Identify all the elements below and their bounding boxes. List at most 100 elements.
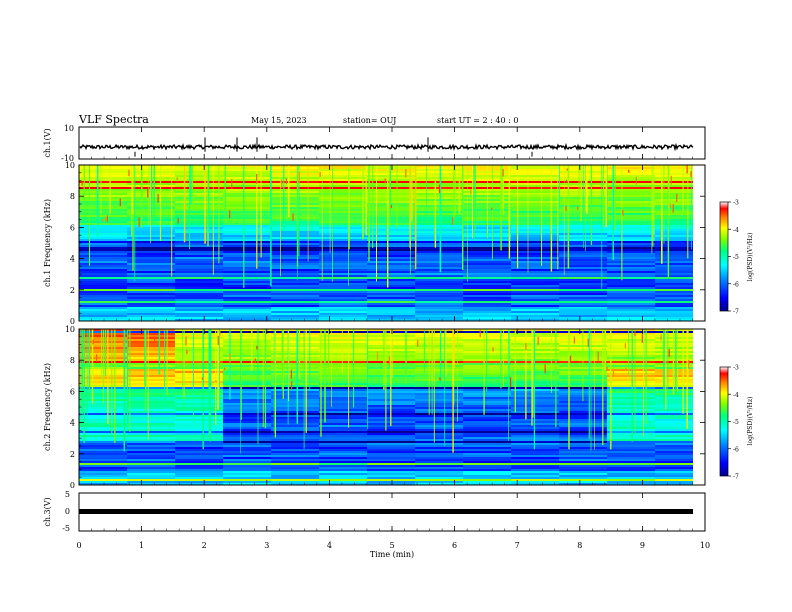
spectrogram-hotspot bbox=[128, 169, 130, 177]
spectrogram-row-segment bbox=[319, 245, 367, 247]
spectrogram-row-segment bbox=[415, 229, 463, 231]
spectrogram-row-segment bbox=[223, 233, 271, 235]
spectrogram-row-segment bbox=[607, 461, 655, 463]
spectrogram-row-segment bbox=[175, 221, 223, 223]
spectrogram-row-segment bbox=[655, 165, 693, 167]
spectrogram-row-segment bbox=[175, 351, 223, 353]
spectrogram-row-segment bbox=[271, 409, 319, 411]
spectrogram-row-segment bbox=[607, 195, 655, 197]
spectrogram-row-segment bbox=[607, 217, 655, 219]
spectrogram-row-segment bbox=[127, 471, 175, 473]
spectrogram-row-segment bbox=[127, 403, 175, 405]
spectrogram-row-segment bbox=[223, 193, 271, 195]
spectrogram-row-segment bbox=[415, 267, 463, 269]
spectrogram-row-segment bbox=[463, 171, 511, 173]
spectrogram-row-segment bbox=[559, 237, 607, 239]
spectrogram-row-segment bbox=[223, 269, 271, 271]
spectrogram-row-segment bbox=[463, 483, 511, 485]
spectrogram-row-segment bbox=[223, 429, 271, 431]
spectrogram-row-segment bbox=[367, 457, 415, 459]
spectrogram-row-segment bbox=[415, 455, 463, 457]
spectrogram-row-segment bbox=[463, 445, 511, 447]
spectrogram-row-segment bbox=[127, 429, 175, 431]
spectrogram-row-segment bbox=[559, 233, 607, 235]
spectrogram-row-segment bbox=[511, 481, 559, 483]
spectrogram-row-segment bbox=[319, 383, 367, 385]
spectrogram-row-segment bbox=[559, 293, 607, 295]
spectrogram-row-segment bbox=[463, 263, 511, 265]
spectrogram-row-segment bbox=[127, 473, 175, 475]
spectrogram-row-segment bbox=[607, 181, 655, 183]
spectrogram-hotspot bbox=[566, 168, 568, 171]
spectrogram-row-segment bbox=[319, 451, 367, 453]
ch1-colorbar-ticks: -3-4-5-6-7 bbox=[728, 200, 739, 316]
spectrogram-hotspot bbox=[292, 213, 294, 221]
spectrogram-hotspot bbox=[669, 203, 671, 209]
spectrogram-row-segment bbox=[319, 299, 367, 301]
spectrogram-row-segment bbox=[175, 345, 223, 347]
colorbar-tick-label: -6 bbox=[733, 281, 739, 288]
spectrogram-row-segment bbox=[271, 421, 319, 423]
spectrogram-row-segment bbox=[415, 205, 463, 207]
spectrogram-row-segment bbox=[367, 215, 415, 217]
spectrogram-row-segment bbox=[463, 417, 511, 419]
spectrogram-row-segment bbox=[511, 319, 559, 321]
spectrogram-row-segment bbox=[271, 315, 319, 317]
spectrogram-row-segment bbox=[127, 431, 175, 433]
spectrogram-row-segment bbox=[79, 315, 127, 317]
spectrogram-row-segment bbox=[607, 477, 655, 479]
spectrogram-row-segment bbox=[559, 315, 607, 317]
spectrogram-row-segment bbox=[559, 451, 607, 453]
spectrogram-row-segment bbox=[511, 177, 559, 179]
spectrogram-row-segment bbox=[559, 461, 607, 463]
spectrogram-row-segment bbox=[655, 197, 693, 199]
spectrogram-row-segment bbox=[415, 217, 463, 219]
spectrogram-row-segment bbox=[367, 431, 415, 433]
spectrogram-row-segment bbox=[367, 479, 415, 481]
spectrogram-row-segment bbox=[463, 229, 511, 231]
spectrogram-row-segment bbox=[127, 459, 175, 461]
spectrogram-row-segment bbox=[223, 171, 271, 173]
spectrogram-row-segment bbox=[463, 165, 511, 167]
spectrogram-row-segment bbox=[223, 423, 271, 425]
spectrogram-row-segment bbox=[127, 419, 175, 421]
spectrogram-row-segment bbox=[175, 393, 223, 395]
spectrogram-row-segment bbox=[559, 409, 607, 411]
spectrogram-row-segment bbox=[223, 179, 271, 181]
spectrogram-row-segment bbox=[271, 267, 319, 269]
spectrogram-row-segment bbox=[607, 445, 655, 447]
spectrogram-row-segment bbox=[415, 349, 463, 351]
spectrogram-row-segment bbox=[175, 401, 223, 403]
spectrogram-row-segment bbox=[319, 433, 367, 435]
spectrogram-row-segment bbox=[223, 299, 271, 301]
ch3-ytick-top: 5 bbox=[65, 490, 70, 499]
spectrogram-row-segment bbox=[511, 249, 559, 251]
spectrogram-row-segment bbox=[415, 443, 463, 445]
spectrogram-row-segment bbox=[223, 363, 271, 365]
spectrogram-row-segment bbox=[415, 419, 463, 421]
spectrogram-hotspot bbox=[544, 364, 546, 374]
spectrogram-row-segment bbox=[319, 267, 367, 269]
spectrogram-row-segment bbox=[415, 461, 463, 463]
spectrogram-row-segment bbox=[79, 267, 127, 269]
spectrogram-hotspot bbox=[660, 334, 662, 341]
spectrogram-row-segment bbox=[319, 443, 367, 445]
spectrogram-row-segment bbox=[559, 437, 607, 439]
spectrogram-row-segment bbox=[655, 251, 693, 253]
spectrogram-row-segment bbox=[319, 333, 367, 335]
spectrogram-row-segment bbox=[223, 457, 271, 459]
spectrogram-row-segment bbox=[127, 317, 175, 319]
spectrogram-row-segment bbox=[655, 169, 693, 171]
spectrogram-row-segment bbox=[319, 307, 367, 309]
spectrogram-row-segment bbox=[607, 413, 655, 415]
spectrogram-row-segment bbox=[127, 347, 175, 349]
spectrogram-row-segment bbox=[607, 271, 655, 273]
spectrogram-row-segment bbox=[175, 207, 223, 209]
spectrogram-row-segment bbox=[559, 239, 607, 241]
spectrogram-row-segment bbox=[79, 257, 127, 259]
spectrogram-row-segment bbox=[319, 315, 367, 317]
spectrogram-row-segment bbox=[223, 435, 271, 437]
ch2-colorbar: -3-4-5-6-7 log(PSD)(V²/Hz) bbox=[719, 365, 754, 481]
spectrogram-row-segment bbox=[175, 297, 223, 299]
spectrogram-row-segment bbox=[655, 427, 693, 429]
